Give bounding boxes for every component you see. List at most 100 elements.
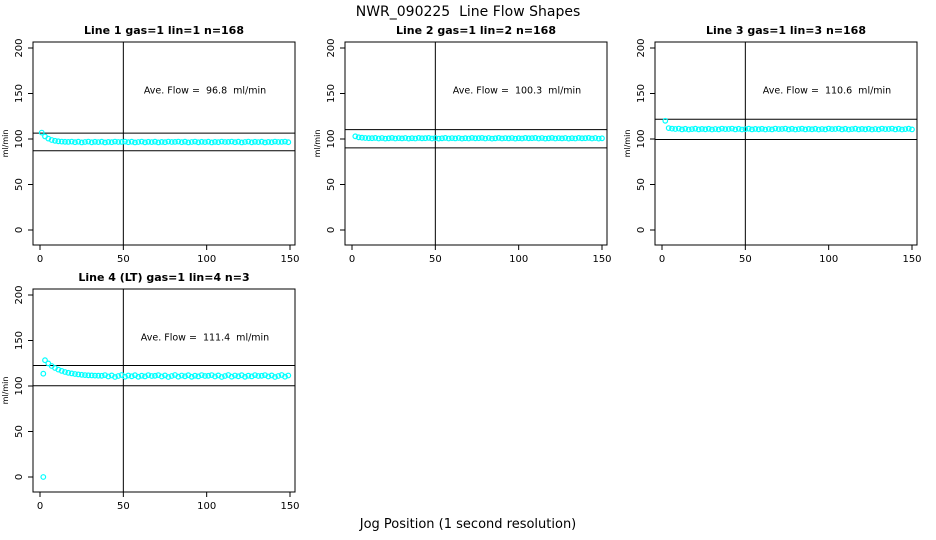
data-point [125,139,132,146]
data-point [422,135,429,142]
data-point [68,370,75,377]
data-point [75,138,82,145]
data-point [359,134,365,141]
panel-title: Line 2 gas=1 lin=2 n=168 [396,24,556,37]
data-point [459,135,465,142]
data-point [539,135,545,141]
average-flow-annotation: Ave. Flow = 111.4 ml/min [141,333,269,344]
data-point [40,474,47,480]
data-point [665,125,672,132]
y-tick-label: 50 [326,178,337,191]
data-point [529,135,535,142]
data-point [795,126,802,133]
data-point [175,138,182,145]
data-point [389,134,395,141]
data-point [175,373,182,380]
y-axis-label: ml/min [1,377,10,405]
data-point [482,135,489,142]
data-point [248,373,255,380]
data-point [595,135,602,142]
data-point [562,135,569,141]
data-point [42,357,48,364]
data-point [862,126,869,133]
data-point [742,126,749,133]
data-point [755,126,762,133]
plot-box [32,288,296,493]
data-point [699,125,705,132]
data-point [202,139,208,146]
data-point [252,372,258,379]
data-point [122,138,128,145]
data-point [405,135,412,142]
data-point [178,139,185,146]
y-tick-label: 150 [636,84,647,103]
data-point [382,135,389,142]
data-point [105,373,112,380]
data-point [585,134,592,141]
data-point [432,135,439,141]
data-point [235,373,242,380]
x-tick-label: 100 [509,254,528,265]
data-point [222,373,228,379]
data-point [102,139,108,146]
data-point [138,372,145,379]
x-axis-caption: Jog Position (1 second resolution) [359,517,577,532]
data-point [135,373,142,380]
data-point [725,126,732,132]
y-tick-label: 0 [14,227,25,233]
data-point [255,139,262,146]
data-point [765,126,772,132]
data-point [52,137,58,144]
data-point [275,373,282,379]
y-axis-label: ml/min [623,130,632,158]
data-point [258,372,265,379]
data-point [565,135,572,142]
data-point [592,135,599,141]
data-point [569,135,575,142]
data-point [815,126,822,133]
x-tick-label: 100 [197,501,216,512]
x-tick-label: 50 [117,254,130,265]
data-point [785,126,792,133]
data-point [192,372,198,379]
y-tick-label: 50 [14,425,25,438]
data-point [92,372,98,379]
data-point [72,371,78,377]
data-point [65,369,72,376]
data-point [872,126,879,132]
data-point [745,125,752,132]
data-point [475,135,482,142]
x-tick-label: 150 [280,254,299,265]
y-tick-label: 0 [636,227,647,233]
y-axis-label: ml/min [313,130,322,158]
average-flow-annotation: Ave. Flow = 96.8 ml/min [144,86,266,97]
x-tick-label: 150 [592,254,611,265]
x-tick-label: 150 [902,254,921,265]
data-point [132,139,138,146]
data-point [372,134,379,141]
scatter-points [40,357,292,480]
data-point [355,134,362,141]
plot-box [654,41,918,246]
x-tick-label: 0 [349,254,355,265]
data-point [162,139,168,146]
y-tick-label: 150 [14,84,25,103]
data-point [685,126,692,133]
data-point [275,139,282,145]
data-point [845,126,852,133]
data-point [882,126,889,133]
data-point [839,126,845,133]
data-point [669,125,675,132]
data-point [198,138,205,145]
data-point [502,135,509,142]
data-point [65,138,72,145]
data-point [48,137,55,143]
data-point [202,373,208,379]
data-point [809,126,815,133]
y-tick-label: 200 [326,38,337,57]
data-point [158,373,165,380]
data-point [492,135,499,142]
scatter-points [38,129,292,146]
data-point [819,126,825,132]
